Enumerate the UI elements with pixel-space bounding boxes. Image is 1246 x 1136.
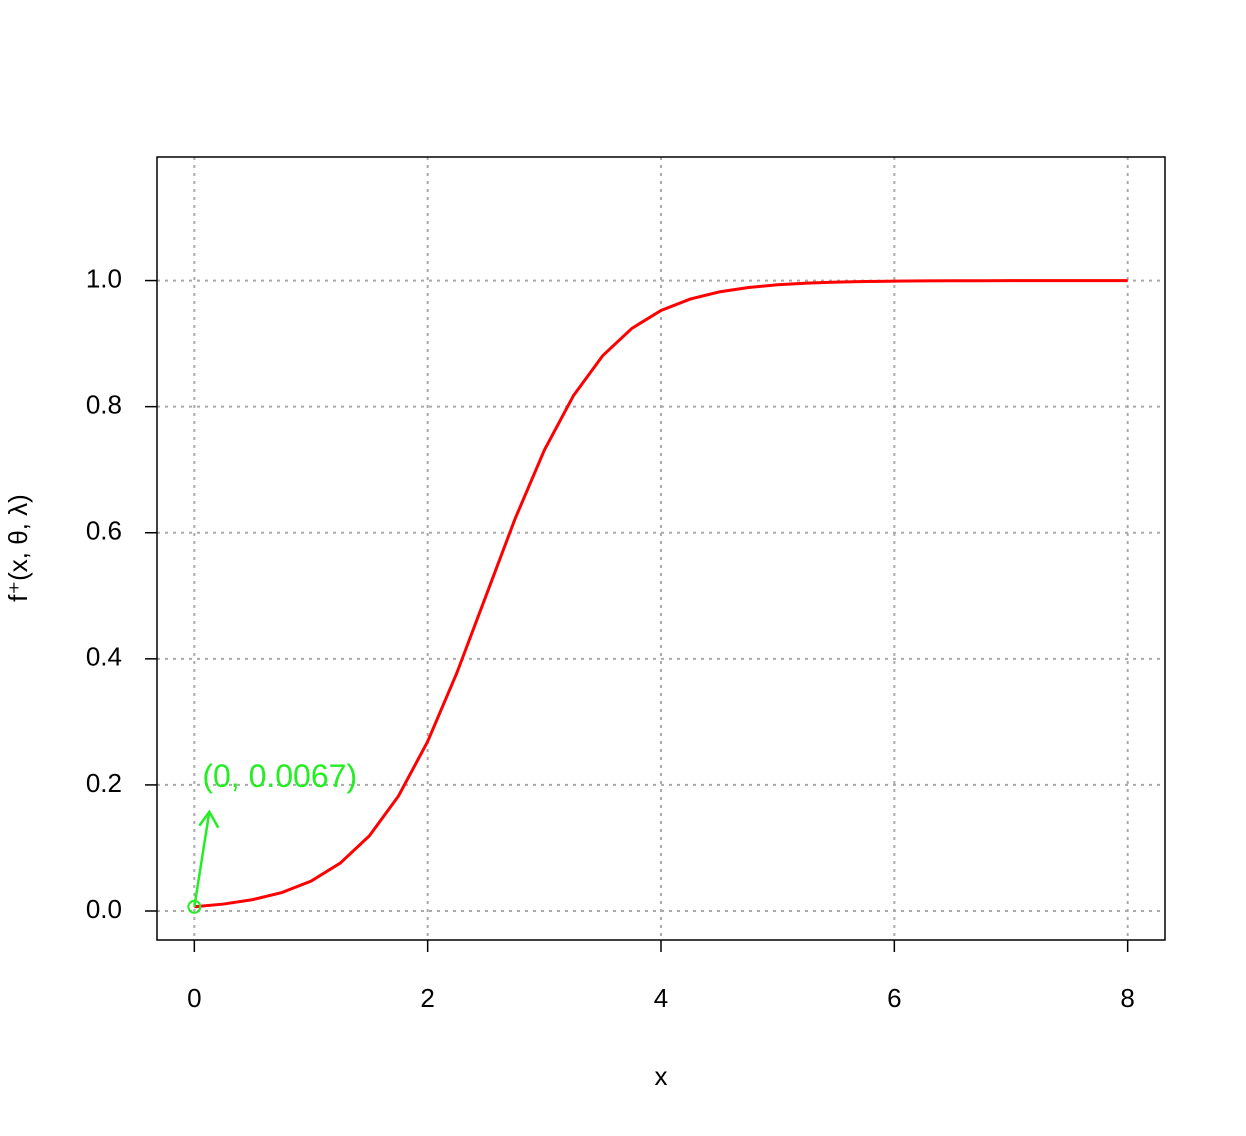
y-tick-label: 0.2 [86,768,122,798]
x-axis-label: x [655,1061,668,1091]
y-tick-label: 0.8 [86,390,122,420]
annotation-arrowhead [198,809,220,829]
x-tick-label: 8 [1120,983,1134,1013]
y-axis-label: f⁺(x, θ, λ) [3,494,33,602]
plot-frame [156,156,1166,941]
x-tick-label: 6 [887,983,901,1013]
y-tick-label: 0.0 [86,894,122,924]
x-tick-label: 4 [654,983,668,1013]
y-tick-label: 0.4 [86,642,122,672]
annotation-arrow [193,811,211,907]
annotation-text: (0, 0.0067) [202,758,357,794]
y-tick-label: 1.0 [86,263,122,293]
x-tick-label: 0 [187,983,201,1013]
x-tick-label: 2 [420,983,434,1013]
line-series [194,279,1128,909]
y-tick-label: 0.6 [86,516,122,546]
